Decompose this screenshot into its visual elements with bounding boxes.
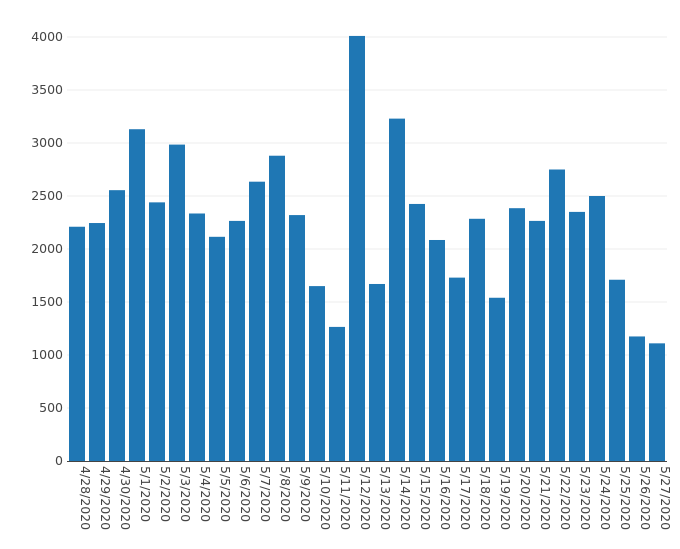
bar[interactable] [589,196,605,461]
bar[interactable] [369,283,385,461]
x-tick-label: 4/30/2020 [118,466,133,530]
x-tick-label: 5/21/2020 [538,466,553,530]
bar[interactable] [129,129,145,461]
y-tick-label: 0 [55,453,63,468]
y-tick-label: 4000 [31,29,63,44]
bar[interactable] [609,279,625,461]
bar[interactable] [69,226,85,461]
x-tick-label: 5/9/2020 [298,466,313,522]
y-tick-label: 1500 [31,294,63,309]
x-tick-label: 5/17/2020 [458,466,473,530]
x-tick-label: 5/10/2020 [318,466,333,530]
x-tick-label: 5/20/2020 [518,466,533,530]
y-tick-label: 2500 [31,188,63,203]
x-tick-label: 5/25/2020 [618,466,633,530]
x-tick-label: 5/26/2020 [638,466,653,530]
bar[interactable] [189,213,205,461]
bar[interactable] [329,326,345,461]
gridlines [67,36,667,409]
bar[interactable] [429,239,445,461]
x-tick-label: 5/7/2020 [258,466,273,522]
y-tick-label: 500 [39,400,63,415]
bar[interactable] [249,181,265,461]
y-tick-label: 3000 [31,135,63,150]
x-tick-label: 5/14/2020 [398,466,413,530]
y-axis: 0 500 1000 1500 2000 2500 3000 3500 4000 [31,29,63,468]
bar[interactable] [629,336,645,461]
x-tick-label: 5/8/2020 [278,466,293,522]
bar[interactable] [169,144,185,461]
x-tick-label: 5/2/2020 [158,466,173,522]
y-tick-label: 1000 [31,347,63,362]
bar[interactable] [649,343,665,461]
bar[interactable] [549,169,565,462]
bar[interactable] [89,223,105,461]
bar[interactable] [209,236,225,461]
x-tick-label: 5/15/2020 [418,466,433,530]
x-axis: 4/28/2020 4/29/2020 4/30/2020 5/1/2020 5/2/2… [67,461,673,530]
x-tick-label: 5/11/2020 [338,466,353,530]
x-tick-label: 5/13/2020 [378,466,393,530]
x-tick-label: 5/16/2020 [438,466,453,530]
bar[interactable] [349,35,365,461]
bars [69,35,665,462]
bar[interactable] [109,190,125,462]
x-tick-label: 5/6/2020 [238,466,253,522]
x-tick-label: 5/19/2020 [498,466,513,530]
bar[interactable] [509,208,525,461]
bar[interactable] [529,220,545,461]
bar[interactable] [449,277,465,461]
x-tick-label: 5/12/2020 [358,466,373,530]
bar[interactable] [229,220,245,461]
x-tick-label: 5/4/2020 [198,466,213,522]
bar[interactable] [309,286,325,461]
x-tick-label: 5/5/2020 [218,466,233,522]
x-tick-label: 5/1/2020 [138,466,153,522]
bar[interactable] [469,218,485,461]
x-tick-label: 5/18/2020 [478,466,493,530]
y-tick-label: 3500 [31,82,63,97]
bar[interactable] [289,215,305,461]
bar[interactable] [569,211,585,461]
x-tick-label: 4/28/2020 [78,466,93,530]
x-tick-label: 5/23/2020 [578,466,593,530]
x-tick-label: 5/3/2020 [178,466,193,522]
y-tick-label: 2000 [31,241,63,256]
bar[interactable] [389,118,405,462]
bar[interactable] [149,202,165,462]
bar[interactable] [269,155,285,461]
x-tick-label: 5/24/2020 [598,466,613,530]
bar[interactable] [489,297,505,461]
x-tick-label: 5/27/2020 [658,466,673,530]
bar[interactable] [409,203,425,461]
x-tick-label: 5/22/2020 [558,466,573,530]
x-tick-label: 4/29/2020 [98,466,113,530]
